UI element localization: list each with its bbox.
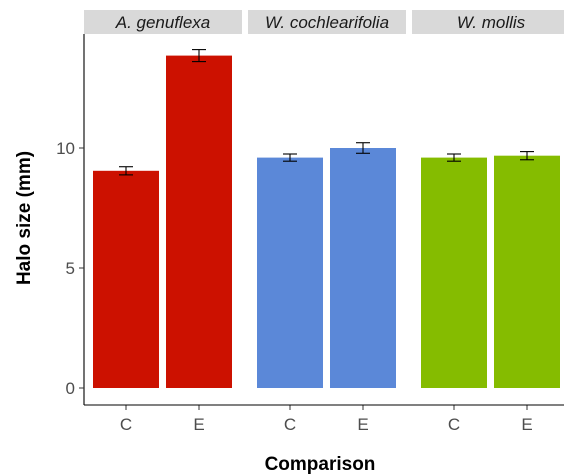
x-tick-label: C — [448, 415, 460, 434]
x-tick-label: E — [521, 415, 532, 434]
errorbars-layer — [119, 49, 534, 176]
y-axis-title: Halo size (mm) — [14, 151, 35, 285]
bar — [421, 157, 487, 388]
x-tick-label: E — [357, 415, 368, 434]
y-tick-label: 0 — [66, 379, 75, 398]
axes-layer: C E C E C E 0 5 10 — [56, 34, 564, 434]
bar — [93, 170, 159, 388]
x-axis-title: Comparison — [265, 454, 376, 475]
facet-strip — [412, 10, 564, 34]
x-tick-label: C — [120, 415, 132, 434]
bar — [494, 155, 560, 388]
bars-layer — [93, 55, 560, 388]
y-tick-label: 10 — [56, 139, 75, 158]
x-tick-label: E — [193, 415, 204, 434]
bar — [330, 148, 396, 388]
facet-strip — [84, 10, 242, 34]
facet-strip — [248, 10, 406, 34]
y-tick-label: 5 — [66, 259, 75, 278]
facet-strips: A. genuflexa W. cochlearifolia W. mollis — [84, 10, 564, 34]
bar — [257, 157, 323, 388]
bar — [166, 55, 232, 388]
facet-strip-label: W. cochlearifolia — [265, 13, 389, 32]
facet-strip-label: A. genuflexa — [115, 13, 211, 32]
facet-strip-label: W. mollis — [457, 13, 526, 32]
x-tick-label: C — [284, 415, 296, 434]
